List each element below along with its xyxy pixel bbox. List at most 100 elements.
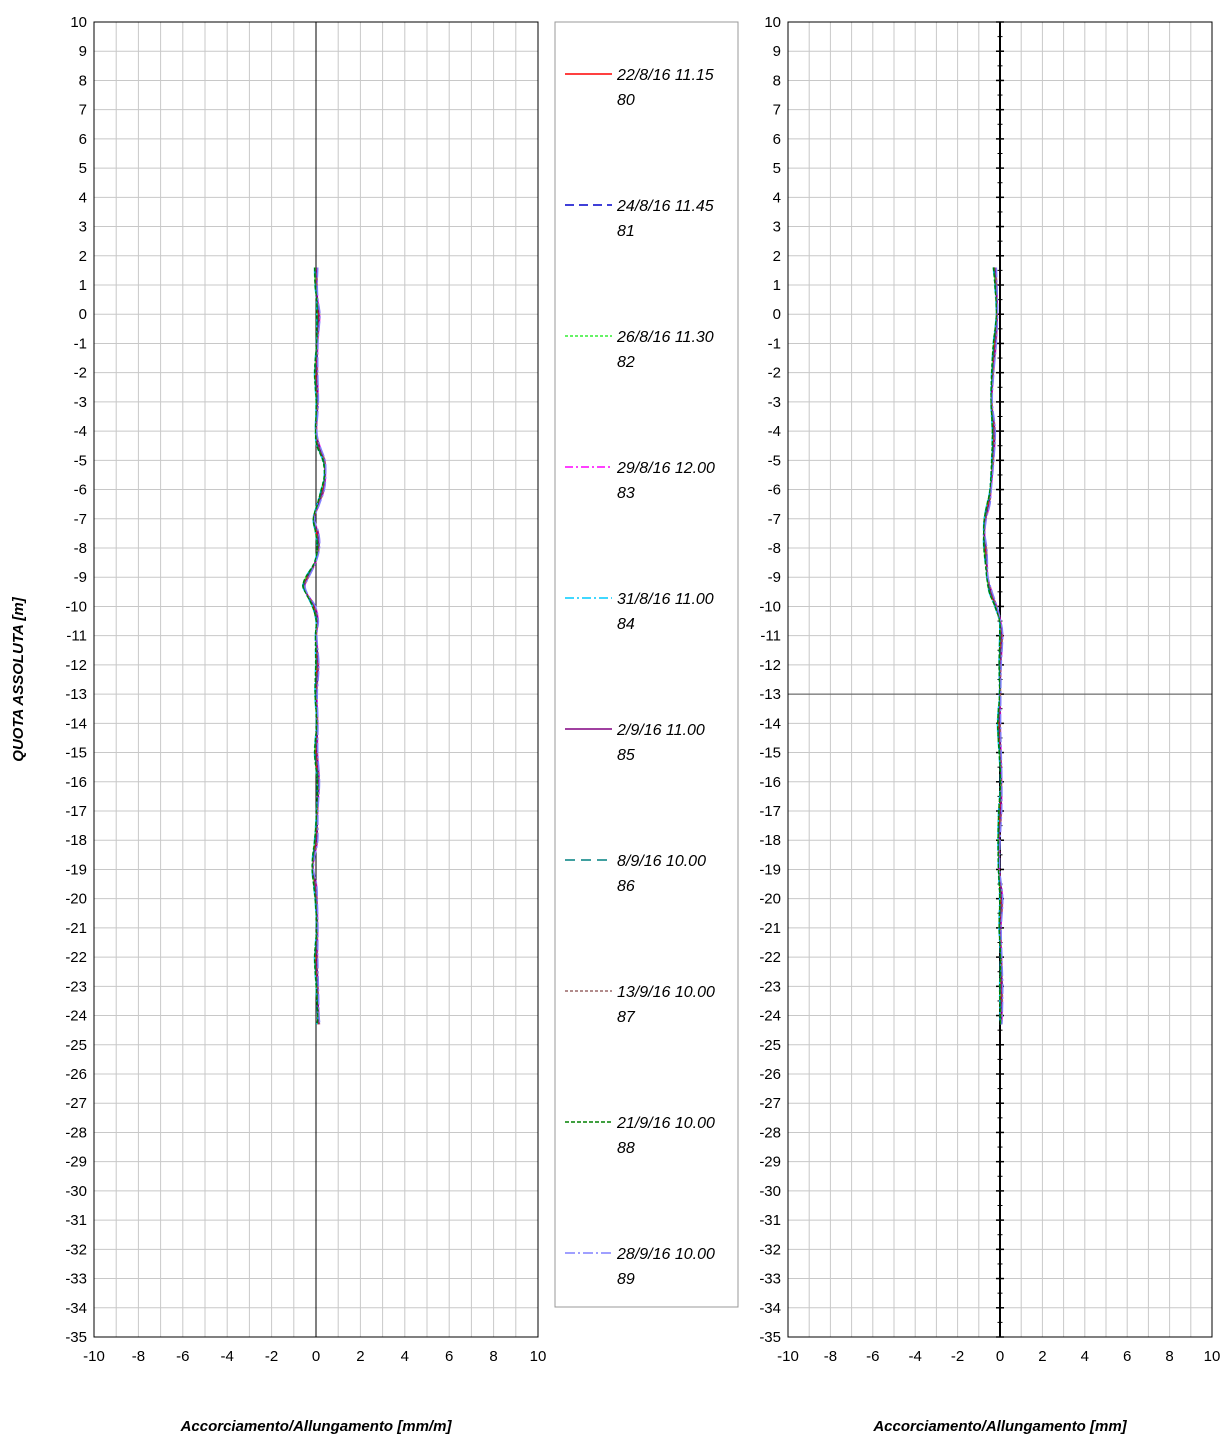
left-y-tick-label: 2 [79,248,87,265]
right-x-tick-label: -6 [866,1348,879,1365]
right-y-tick-label: -15 [759,745,781,762]
right-y-tick-label: -30 [759,1183,781,1200]
left-y-tick-label: 8 [79,72,87,89]
right-x-tick-label: 10 [1204,1348,1221,1365]
right-y-tick-label: -10 [759,598,781,615]
left-y-tick-label: 3 [79,219,87,236]
legend-entry-date: 22/8/16 11.15 [616,67,714,84]
right-x-tick-label: 4 [1081,1348,1089,1365]
right-y-tick-label: -35 [759,1329,781,1346]
right-y-tick-label: -34 [759,1300,781,1317]
left-y-tick-label: -3 [74,394,87,411]
legend-box [554,21,739,1308]
left-y-tick-label: -14 [65,715,87,732]
legend-entry-number: 84 [617,616,635,633]
right-y-tick-label: -19 [759,861,781,878]
left-x-tick-label: -4 [221,1348,234,1365]
right-y-tick-label: -9 [768,569,781,586]
legend-entry-date: 26/8/16 11.30 [616,329,714,346]
left-chart: -35-34-33-32-31-30-29-28-27-26-25-24-23-… [10,14,546,1435]
left-y-tick-label: 9 [79,43,87,60]
right-y-tick-label: -16 [759,774,781,791]
legend-entry-date: 28/9/16 10.00 [616,1246,715,1263]
right-y-tick-label: -28 [759,1124,781,1141]
right-y-tick-label: 8 [773,72,781,89]
right-y-tick-label: -32 [759,1241,781,1258]
left-x-axis-title: Accorciamento/Allungamento [mm/m] [180,1418,453,1435]
left-y-tick-label: 10 [70,14,87,31]
right-x-tick-label: -2 [951,1348,964,1365]
left-x-tick-label: 0 [312,1348,320,1365]
left-y-tick-label: -4 [74,423,87,440]
right-y-tick-label: -33 [759,1271,781,1288]
legend-entry-number: 80 [617,92,635,109]
right-x-tick-label: 6 [1123,1348,1131,1365]
right-y-tick-label: -11 [760,628,781,645]
left-y-tick-label: -19 [65,861,87,878]
right-y-tick-label: -8 [768,540,781,557]
right-x-tick-label: 2 [1038,1348,1046,1365]
right-y-tick-label: 3 [773,219,781,236]
legend-entry-number: 82 [617,354,635,371]
left-y-tick-label: -20 [65,891,87,908]
legend-entry-date: 8/9/16 10.00 [617,853,706,870]
left-y-tick-label: 5 [79,160,87,177]
right-y-tick-label: -20 [759,891,781,908]
legend-entry-number: 83 [617,485,635,502]
left-y-tick-label: -8 [74,540,87,557]
legend-entry-date: 13/9/16 10.00 [617,984,715,1001]
left-y-tick-label: -6 [74,482,87,499]
left-y-tick-label: -12 [65,657,87,674]
left-y-tick-label: -31 [65,1212,87,1229]
left-y-tick-label: 7 [79,102,87,119]
left-y-tick-label: -5 [74,452,87,469]
left-y-tick-label: -9 [74,569,87,586]
right-x-tick-label: -4 [909,1348,922,1365]
left-y-tick-label: 6 [79,131,87,148]
right-y-tick-label: -3 [768,394,781,411]
left-y-tick-label: 4 [79,189,87,206]
right-y-tick-label: -26 [759,1066,781,1083]
right-y-tick-label: 1 [773,277,781,294]
left-x-tick-label: -10 [83,1348,105,1365]
right-x-tick-label: -8 [824,1348,837,1365]
right-y-tick-label: -6 [768,482,781,499]
left-y-tick-label: -11 [66,628,87,645]
left-series-line [304,267,327,1025]
right-x-tick-label: 0 [996,1348,1004,1365]
right-y-tick-label: -29 [759,1154,781,1171]
legend-entry-date: 2/9/16 11.00 [616,722,705,739]
left-y-tick-label: -22 [65,949,87,966]
legend-entry-date: 29/8/16 12.00 [616,460,715,477]
left-y-tick-label: -33 [65,1271,87,1288]
right-y-tick-label: -24 [759,1008,781,1025]
right-y-tick-label: -14 [759,715,781,732]
left-y-tick-label: -24 [65,1008,87,1025]
left-y-tick-label: -17 [65,803,87,820]
right-x-tick-label: -10 [777,1348,799,1365]
left-y-tick-label: -29 [65,1154,87,1171]
right-y-tick-label: -25 [759,1037,781,1054]
right-y-tick-label: 0 [773,306,781,323]
right-y-tick-label: -7 [768,511,781,528]
left-series-line [302,267,326,1025]
left-y-tick-label: -34 [65,1300,87,1317]
right-y-tick-label: 9 [773,43,781,60]
left-y-tick-label: 0 [79,306,87,323]
left-y-tick-label: 1 [79,277,87,294]
left-x-tick-label: -6 [176,1348,189,1365]
right-y-tick-label: -22 [759,949,781,966]
right-y-tick-label: -12 [759,657,781,674]
left-y-tick-label: -35 [65,1329,87,1346]
right-y-tick-label: 5 [773,160,781,177]
legend-entry-number: 89 [617,1271,635,1288]
right-y-tick-label: -2 [768,365,781,382]
right-y-tick-label: -17 [759,803,781,820]
left-y-tick-label: -2 [74,365,87,382]
legend-entry-date: 21/9/16 10.00 [616,1115,715,1132]
right-y-tick-label: -18 [759,832,781,849]
left-x-tick-label: -2 [265,1348,278,1365]
left-y-tick-label: -30 [65,1183,87,1200]
right-series-line [984,267,1004,1025]
